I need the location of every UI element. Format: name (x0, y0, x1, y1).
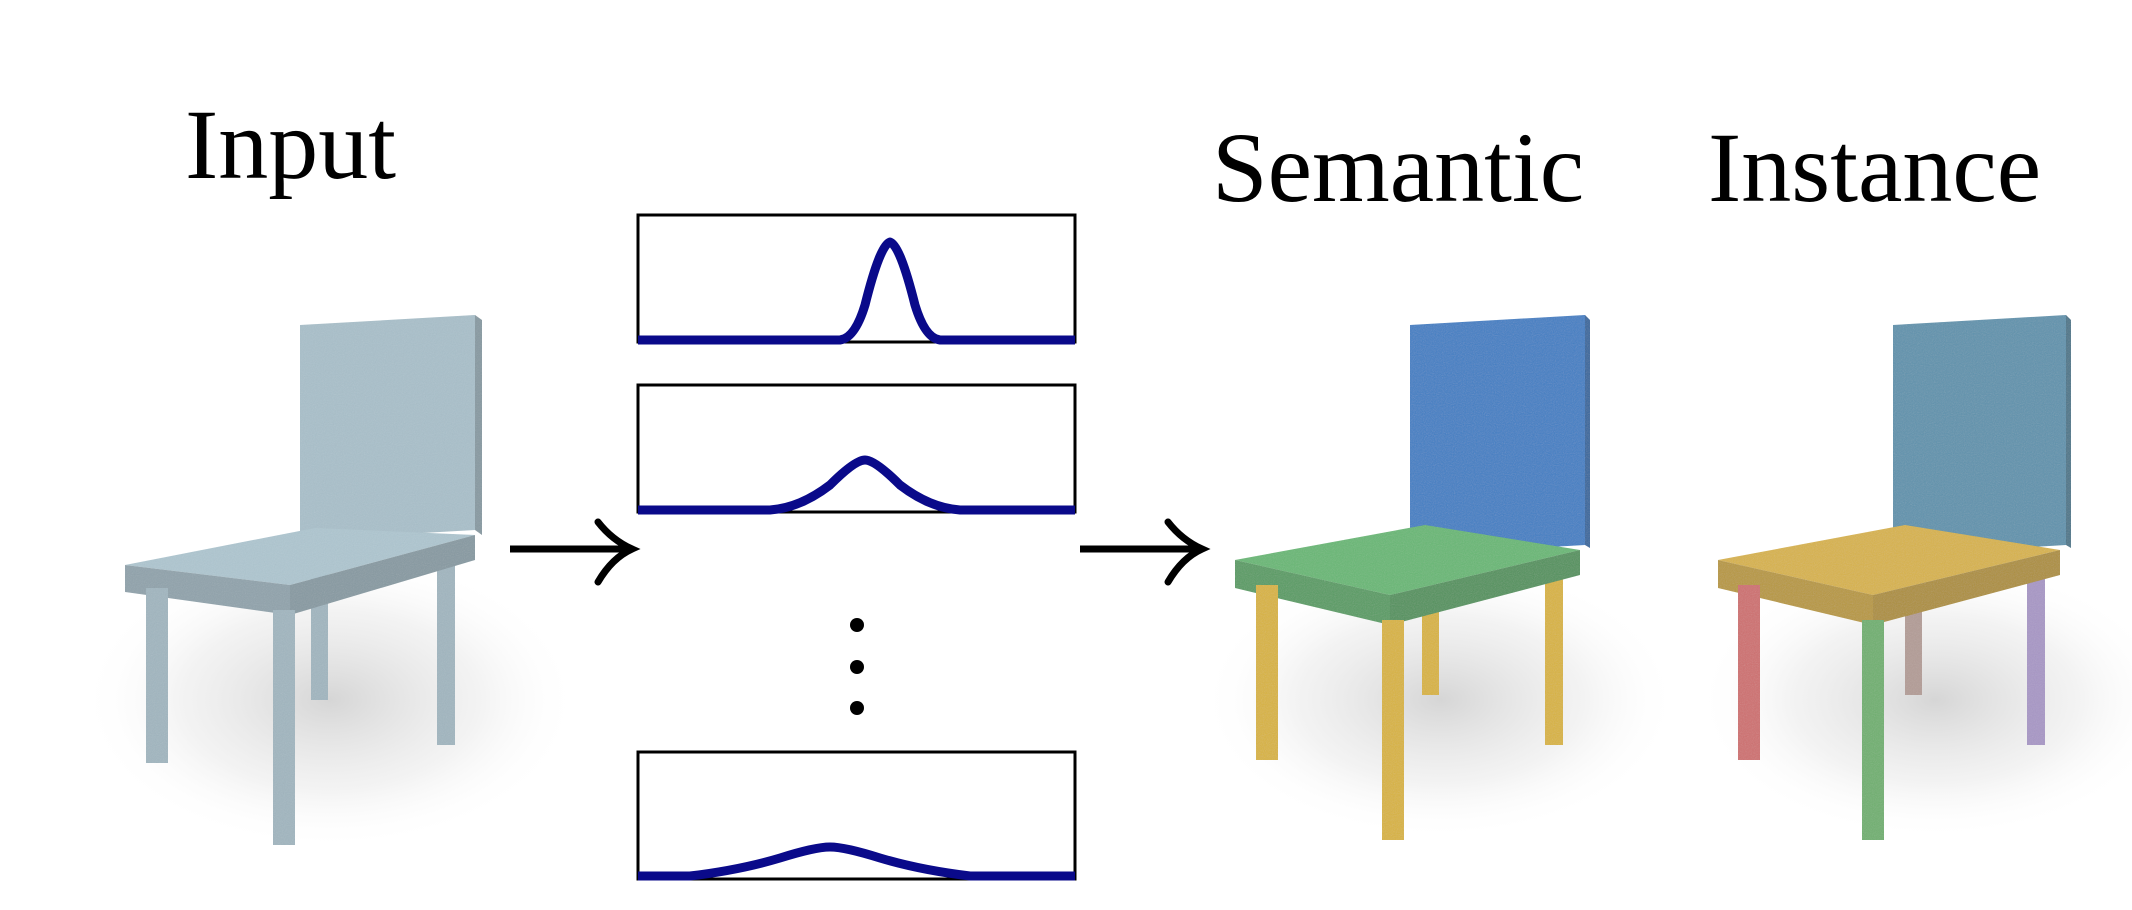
semantic-seat-side (1390, 550, 1580, 625)
instance-back-leg-left (1905, 590, 1922, 695)
distribution-curve-1 (638, 237, 1075, 345)
instance-back-leg-right (2027, 575, 2045, 745)
arrow-input-to-distributions (510, 518, 641, 586)
instance-chair (1695, 315, 2132, 840)
semantic-front-leg-left (1256, 585, 1278, 760)
distribution-panel-1 (636, 213, 1077, 345)
input-back-leg-right (437, 560, 455, 745)
semantic-backrest-side (1585, 315, 1590, 548)
instance-seat-top (1718, 525, 2060, 595)
distribution-panel-3 (636, 750, 1077, 881)
input-seat-top (125, 528, 475, 585)
instance-backrest-front (1893, 315, 2066, 555)
input-seat-front (125, 565, 290, 615)
distribution-ellipsis (850, 618, 864, 715)
semantic-back-leg-left (1422, 590, 1439, 695)
arrow-distributions-to-output (1080, 518, 1211, 586)
instance-front-leg-left (1738, 585, 1760, 760)
input-front-leg-left (146, 588, 168, 763)
semantic-label: Semantic (1212, 112, 1585, 223)
instance-label: Instance (1708, 112, 2042, 223)
instance-seat-front (1718, 560, 1873, 625)
distribution-curve-3 (638, 842, 1075, 881)
distribution-panel-2 (636, 383, 1077, 515)
instance-chair-shadow (1695, 560, 2132, 840)
semantic-chair (1200, 315, 1680, 840)
input-backrest-front (300, 315, 475, 540)
semantic-back-leg-right (1545, 575, 1563, 745)
input-chair (80, 315, 580, 850)
input-backrest-side (475, 315, 482, 535)
semantic-backrest-front (1410, 315, 1585, 555)
semantic-front-leg-right (1382, 620, 1404, 840)
semantic-seat-top (1235, 525, 1580, 595)
instance-backrest-side (2066, 315, 2071, 548)
instance-front-leg-right (1862, 620, 1884, 840)
instance-seat-side (1873, 550, 2060, 625)
input-seat-side (290, 535, 475, 615)
input-label: Input (185, 89, 397, 200)
distribution-curve-2 (638, 455, 1075, 515)
input-front-leg-right (273, 610, 295, 845)
semantic-seat-front (1235, 560, 1390, 625)
